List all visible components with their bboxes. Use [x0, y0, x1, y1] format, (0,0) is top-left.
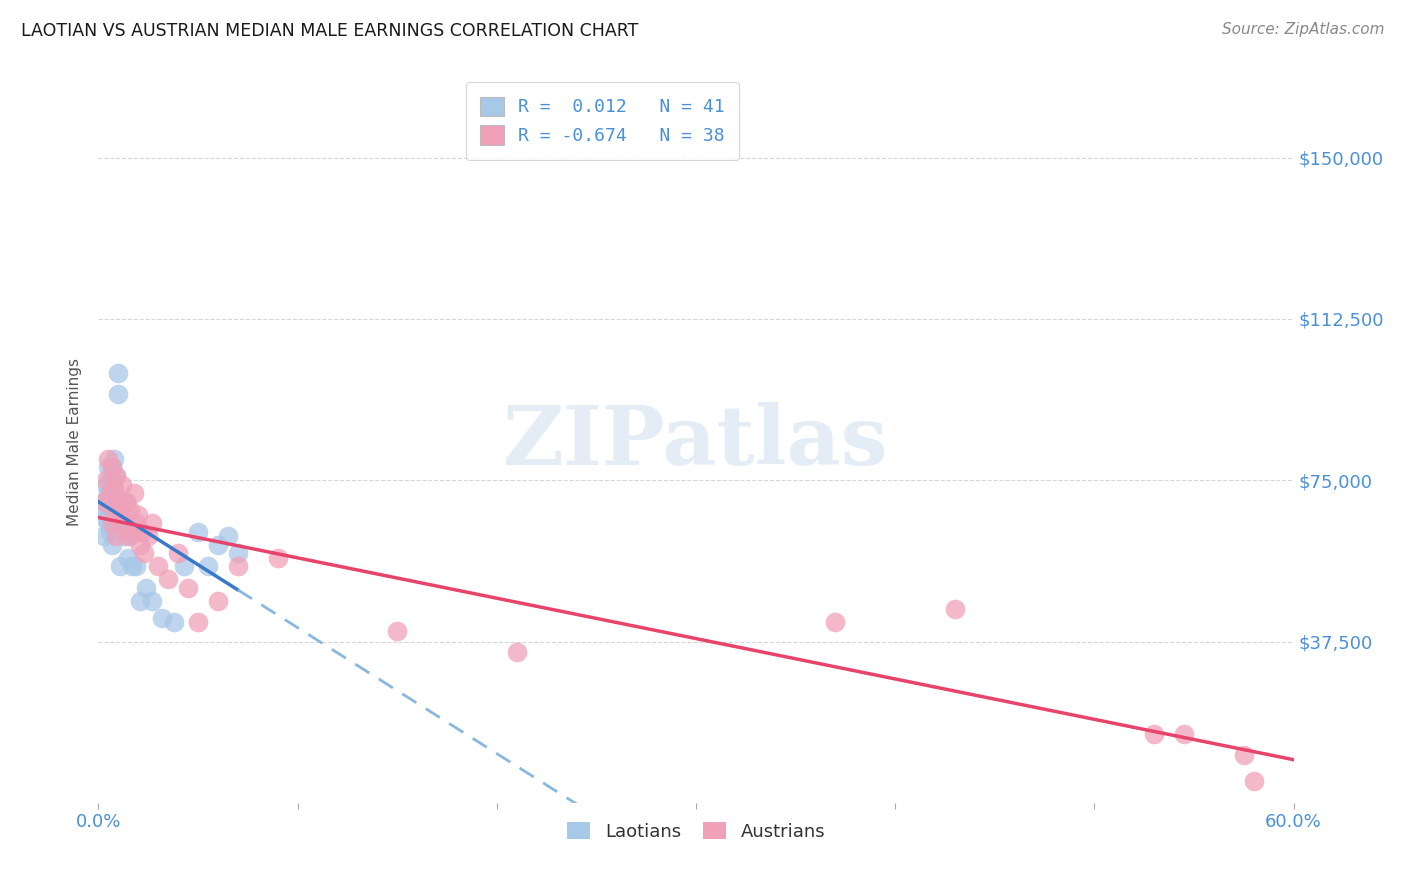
Point [101, 460, 124, 475]
Point [1233, 748, 1256, 763]
Point [187, 524, 209, 539]
Point [135, 581, 157, 595]
Point [101, 516, 124, 531]
Point [91, 503, 114, 517]
Point [127, 508, 149, 522]
Point [226, 546, 249, 560]
Point [115, 494, 138, 508]
Point [207, 593, 229, 607]
Point [129, 593, 152, 607]
Point [107, 387, 129, 401]
Point [98, 524, 122, 539]
Point [98, 473, 122, 487]
Point [96, 477, 118, 491]
Point [824, 615, 846, 630]
Point [103, 520, 125, 534]
Point [136, 529, 159, 543]
Point [141, 516, 163, 531]
Point [167, 546, 190, 560]
Point [101, 538, 124, 552]
Point [117, 529, 139, 543]
Point [124, 486, 146, 500]
Point [111, 477, 134, 491]
Point [177, 581, 200, 595]
Point [101, 460, 124, 475]
Point [107, 366, 129, 380]
Point [150, 611, 173, 625]
Point [105, 469, 128, 483]
Point [173, 559, 195, 574]
Text: ZIPatlas: ZIPatlas [503, 401, 889, 482]
Point [506, 645, 529, 659]
Point [110, 559, 132, 574]
Point [125, 559, 148, 574]
Point [217, 529, 239, 543]
Point [93, 494, 115, 508]
Point [1243, 774, 1265, 789]
Point [197, 559, 219, 574]
Point [1173, 727, 1195, 741]
Point [120, 503, 142, 517]
Point [943, 602, 966, 616]
Point [131, 524, 153, 539]
Point [226, 559, 249, 574]
Point [1143, 727, 1166, 741]
Point [112, 516, 135, 531]
Point [97, 516, 120, 531]
Point [105, 469, 128, 483]
Point [105, 529, 128, 543]
Point [111, 516, 134, 531]
Point [96, 473, 118, 487]
Point [105, 516, 128, 531]
Point [148, 559, 170, 574]
Point [129, 538, 152, 552]
Point [101, 503, 124, 517]
Point [134, 546, 156, 560]
Text: LAOTIAN VS AUSTRIAN MEDIAN MALE EARNINGS CORRELATION CHART: LAOTIAN VS AUSTRIAN MEDIAN MALE EARNINGS… [21, 22, 638, 40]
Point [110, 503, 132, 517]
Point [207, 538, 229, 552]
Point [187, 615, 209, 630]
Point [93, 529, 115, 543]
Point [125, 516, 148, 531]
Point [121, 524, 143, 539]
Text: Source: ZipAtlas.com: Source: ZipAtlas.com [1222, 22, 1385, 37]
Point [385, 624, 409, 638]
Point [97, 451, 120, 466]
Y-axis label: Median Male Earnings: Median Male Earnings [67, 358, 83, 525]
Point [117, 550, 139, 565]
Point [115, 494, 138, 508]
Point [157, 572, 180, 586]
Point [110, 503, 132, 517]
Point [163, 615, 186, 630]
Point [103, 451, 125, 466]
Point [97, 460, 120, 475]
Point [121, 559, 143, 574]
Point [103, 486, 125, 500]
Point [93, 494, 115, 508]
Point [97, 486, 120, 500]
Point [103, 482, 125, 496]
Point [267, 550, 290, 565]
Point [98, 494, 122, 508]
Point [98, 486, 122, 500]
Point [107, 494, 129, 508]
Point [103, 508, 125, 522]
Point [112, 529, 135, 543]
Point [96, 512, 118, 526]
Point [141, 593, 163, 607]
Legend: Laotians, Austrians: Laotians, Austrians [560, 815, 832, 848]
Point [120, 529, 142, 543]
